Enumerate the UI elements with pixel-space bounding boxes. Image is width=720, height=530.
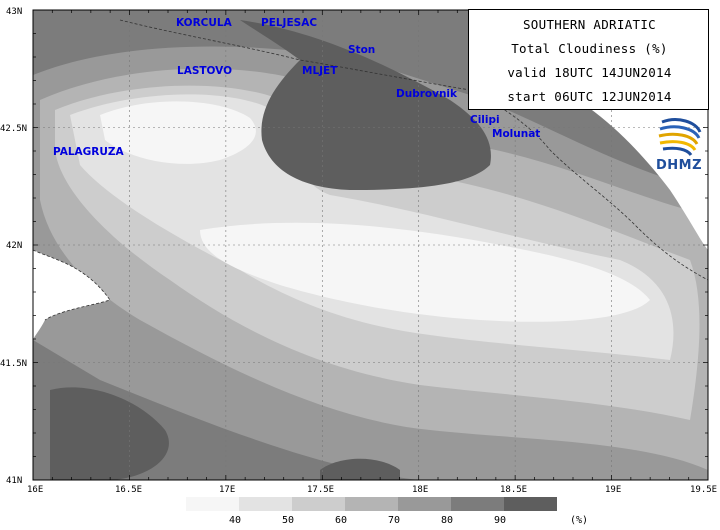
lat-label-41: 41N (6, 476, 22, 486)
legend-swatch (451, 497, 504, 511)
place-peljesac: PELJESAC (261, 17, 317, 29)
graticule (33, 10, 708, 480)
legend-swatch (398, 497, 451, 511)
info-valid: valid 18UTC 14JUN2014 (507, 65, 672, 80)
coastline-islands (119, 19, 471, 91)
lat-label-42: 42N (6, 241, 22, 251)
cloud-class-dark-southwest (50, 387, 169, 480)
place-molunat: Molunat (492, 128, 540, 140)
place-mljet: MLJET (302, 65, 338, 77)
info-start: start 06UTC 12JUN2014 (507, 89, 672, 104)
lon-label-17-5: 17.5E (307, 485, 334, 495)
legend-label-80: 80 (441, 515, 453, 526)
legend-swatch (186, 497, 239, 511)
place-dubrovnik: Dubrovnik (396, 88, 458, 100)
lat-label-43: 43N (6, 7, 22, 17)
legend-label-70: 70 (388, 515, 400, 526)
legend-swatch (504, 497, 557, 511)
lon-label-19-5: 19.5E (690, 485, 717, 495)
place-ston: Ston (348, 44, 375, 56)
info-region: SOUTHERN ADRIATIC (522, 17, 657, 32)
legend-swatches (186, 497, 557, 511)
cloud-class-dark-south (320, 458, 400, 480)
coastline-italy (33, 249, 111, 321)
cloud-class-40-central (200, 222, 650, 322)
place-korcula: KORCULA (176, 17, 233, 29)
legend-label-40: 40 (229, 515, 241, 526)
lat-label-41-5: 41.5N (0, 359, 27, 369)
lon-label-17: 17E (219, 485, 235, 495)
cloud-class-40-west (100, 101, 256, 164)
legend-swatch (345, 497, 398, 511)
place-labels: KORCULA PELJESAC Ston LASTOVO MLJET Dubr… (53, 17, 540, 158)
logo-text: DHMZ (655, 158, 703, 173)
latitude-labels: 43N 42.5N 42N 41.5N 41N (0, 7, 27, 486)
land-italy (33, 250, 110, 340)
legend-swatch (239, 497, 292, 511)
dhmz-swirl-logo-icon (658, 118, 702, 156)
info-parameter: Total Cloudiness (%) (511, 41, 668, 56)
legend-label-90: 90 (494, 515, 506, 526)
lon-label-18-5: 18.5E (500, 485, 527, 495)
dhmz-logo: DHMZ (650, 116, 708, 178)
lon-label-19: 19E (605, 485, 621, 495)
info-box: SOUTHERN ADRIATIC Total Cloudiness (%) v… (468, 9, 709, 110)
lon-label-16-5: 16.5E (115, 485, 142, 495)
cloud-class-dark-northeast (240, 20, 491, 190)
coastline-croatia (469, 89, 708, 281)
lat-label-42-5: 42.5N (0, 124, 27, 134)
place-lastovo: LASTOVO (177, 65, 232, 77)
legend: 40 50 60 70 80 90 (%) (186, 497, 588, 526)
legend-swatch (292, 497, 345, 511)
lon-label-16: 16E (27, 485, 43, 495)
place-cilipi: Cilipi (470, 114, 500, 126)
legend-label-60: 60 (335, 515, 347, 526)
place-palagruza: PALAGRUZA (53, 146, 125, 158)
legend-unit: (%) (570, 515, 588, 526)
longitude-labels: 16E 16.5E 17E 17.5E 18E 18.5E 19E 19.5E (27, 485, 717, 495)
legend-label-50: 50 (282, 515, 294, 526)
lon-label-18: 18E (412, 485, 428, 495)
